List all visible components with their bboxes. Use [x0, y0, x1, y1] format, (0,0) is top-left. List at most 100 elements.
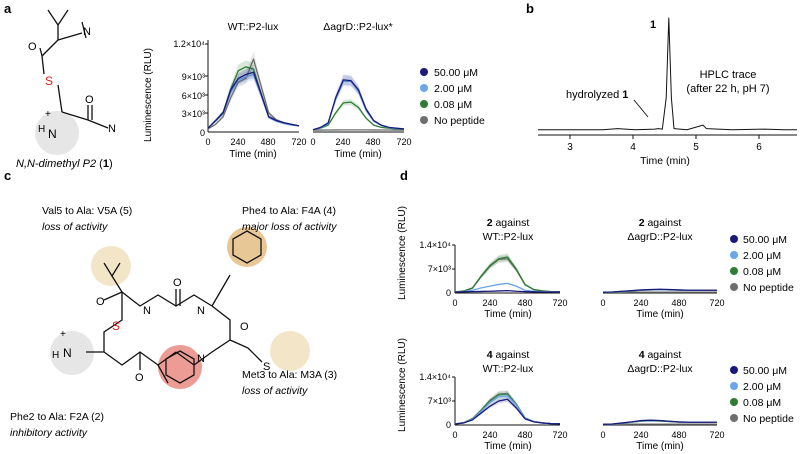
- d-r2-ytick-7k: 7×10³: [428, 396, 451, 406]
- d-r1l-xtick-480: 480: [517, 298, 532, 308]
- oxygen-atom-2: O: [85, 94, 94, 106]
- f2a-line2: inhibitory activity: [10, 427, 88, 439]
- b-xtick-5: 5: [693, 142, 699, 153]
- b-xticks: [569, 135, 760, 139]
- legend-a: 50.00 μM 2.00 μM 0.08 μM No peptide: [420, 67, 485, 127]
- m3a-line2: loss of activity: [242, 385, 308, 397]
- ammonium-c-h: H: [52, 350, 59, 361]
- d-r2r-xlabel: Time (min): [636, 441, 683, 452]
- d-r2-right-title-1: 4 against: [639, 349, 682, 361]
- series-band-no-peptide: [455, 255, 560, 293]
- chart-d-r2-left: 1.4×10⁴ 7×10³ 0 0 240 480 720 Time (min): [419, 372, 567, 452]
- legend-a-label-2: 2.00 μM: [434, 83, 472, 95]
- n-atom-3: N: [197, 353, 205, 365]
- d-r1l-xtick-240: 240: [482, 298, 497, 308]
- a-right-title: ΔagrD::P2-lux*: [323, 21, 392, 33]
- series-line-hplc-trace: [538, 17, 797, 131]
- chart-b-hplc: 3 4 5 6 Time (min) 1 hydrolyzed 1 HPLC t…: [538, 17, 797, 167]
- series-group-3: [454, 253, 561, 293]
- ammonium-c-charge: +: [60, 329, 66, 340]
- a-wt-xtick-240: 240: [230, 137, 245, 147]
- a-ylabel: Luminescence (RLU): [143, 48, 154, 142]
- series-line-50-00--m: [602, 419, 717, 425]
- a-dagrd-xtick-240: 240: [335, 137, 350, 147]
- legend-a-label-008: 0.08 μM: [434, 99, 472, 111]
- d-r1-right-title-2: ΔagrD::P2-lux: [627, 231, 693, 243]
- panel-label-a: a: [4, 1, 12, 16]
- ammonium-h: H: [38, 124, 45, 135]
- d-r2r-xtick-240: 240: [633, 430, 648, 440]
- d-r2-left-title-2: WT::P2-lux: [483, 363, 535, 375]
- legend-d-bottom: 50.00 μM 2.00 μM 0.08 μM No peptide: [730, 365, 794, 425]
- series-line-no-peptide: [454, 258, 561, 293]
- d-r1r-xtick-720: 720: [709, 298, 724, 308]
- a-left-title: WT::P2-lux: [228, 21, 280, 33]
- a-wt-xticks: 0 240 480 720: [205, 137, 306, 147]
- series-line-50-00--m: [207, 71, 300, 129]
- b-xlabel: Time (min): [640, 155, 690, 167]
- d-r1-ytick-0: 0: [446, 288, 451, 298]
- series-line-50-00--m: [312, 79, 405, 131]
- a-ytick-0: 0: [200, 128, 205, 138]
- legend-a-label-50: 50.00 μM: [434, 67, 478, 79]
- a-ytick-6k: 6×10³: [182, 91, 205, 101]
- d-r2l-xtick-0: 0: [452, 430, 457, 440]
- d-r1-right-title-1: 2 against: [639, 217, 682, 229]
- d-r1-ytick-14k: 1.4×10⁴: [419, 240, 451, 250]
- b-xtick-4: 4: [630, 142, 636, 153]
- structure-n-n-dimethyl-p2: [35, 9, 109, 155]
- series-band-0-08--m: [455, 253, 560, 293]
- legend-a-swatch-50: [420, 68, 428, 76]
- legend-d2-label-none: No peptide: [743, 413, 794, 425]
- series-line-50-00--m: [454, 289, 560, 293]
- d-r1r-xtick-240: 240: [633, 298, 648, 308]
- compound-caption: N,N-dimethyl P2 (1): [16, 158, 113, 170]
- series-group-1: [312, 74, 405, 131]
- d-r2l-xtick-240: 240: [482, 430, 497, 440]
- b-trace-label-2: (after 22 h, pH 7): [686, 83, 769, 95]
- d-r1r-xlabel: Time (min): [636, 309, 683, 320]
- o-atom-2: O: [173, 277, 182, 289]
- svg-text:N,N-dimethyl P2 (1): N,N-dimethyl P2 (1): [16, 158, 113, 170]
- chart-d-r1-left: 1.4×10⁴ 7×10³ 0 0 240 480 720 Time (min): [419, 240, 567, 320]
- b-hydrolyzed-label: hydrolyzed 1: [566, 89, 628, 101]
- d-r2l-xlabel: Time (min): [484, 441, 531, 452]
- panel-label-b: b: [526, 1, 534, 16]
- series-group-4: [602, 288, 717, 293]
- f4a-line1: Phe4 to Ala: F4A (4): [242, 205, 336, 217]
- d-r1l-xtick-720: 720: [552, 298, 567, 308]
- series-group-0: [207, 51, 300, 130]
- legend-d2-swatch-none: [730, 414, 738, 422]
- legend-d1-label-none: No peptide: [743, 282, 794, 294]
- legend-d2-label-50: 50.00 μM: [743, 365, 787, 377]
- a-dagrd-xtick-720: 720: [396, 137, 411, 147]
- d-r1r-xtick-480: 480: [671, 298, 686, 308]
- n-atom-1: N: [143, 305, 151, 317]
- series-line-50-00--m: [602, 288, 717, 293]
- a-ytick-top: 1.2×10⁴: [173, 39, 205, 49]
- a-wt-ticks: [205, 43, 208, 114]
- d-r2l-xtick-480: 480: [517, 430, 532, 440]
- series-group-2: [538, 17, 797, 131]
- a-wt-xtick-0: 0: [205, 137, 210, 147]
- legend-d2-label-2: 2.00 μM: [743, 381, 781, 393]
- ammonium-charge: +: [45, 109, 51, 120]
- d-r2-ytick-0: 0: [446, 420, 451, 430]
- panel-label-d: d: [400, 168, 408, 183]
- chart-d-r1-right: 0 240 480 720 Time (min): [600, 288, 725, 320]
- series-group-5: [454, 390, 561, 425]
- chart-d-r2-right: 0 240 480 720 Time (min): [600, 419, 725, 452]
- series-line-0-08--m: [454, 256, 561, 293]
- d-r1-ytick-7k: 7×10³: [428, 264, 451, 274]
- series-group-6: [602, 419, 717, 425]
- series-band-0-08--m: [313, 99, 404, 130]
- dimethylamine-highlight-c: [50, 331, 94, 375]
- f2a-line1: Phe2 to Ala: F2A (2): [10, 411, 104, 423]
- oxygen-atom: O: [28, 41, 37, 53]
- d-r2-ytick-14k: 1.4×10⁴: [419, 372, 451, 382]
- v5a-highlight: [91, 246, 131, 286]
- b-xtick-6: 6: [756, 142, 762, 153]
- legend-a-swatch-008: [420, 100, 428, 108]
- b-trace-label-1: HPLC trace: [700, 69, 757, 81]
- legend-d1-label-50: 50.00 μM: [743, 234, 787, 246]
